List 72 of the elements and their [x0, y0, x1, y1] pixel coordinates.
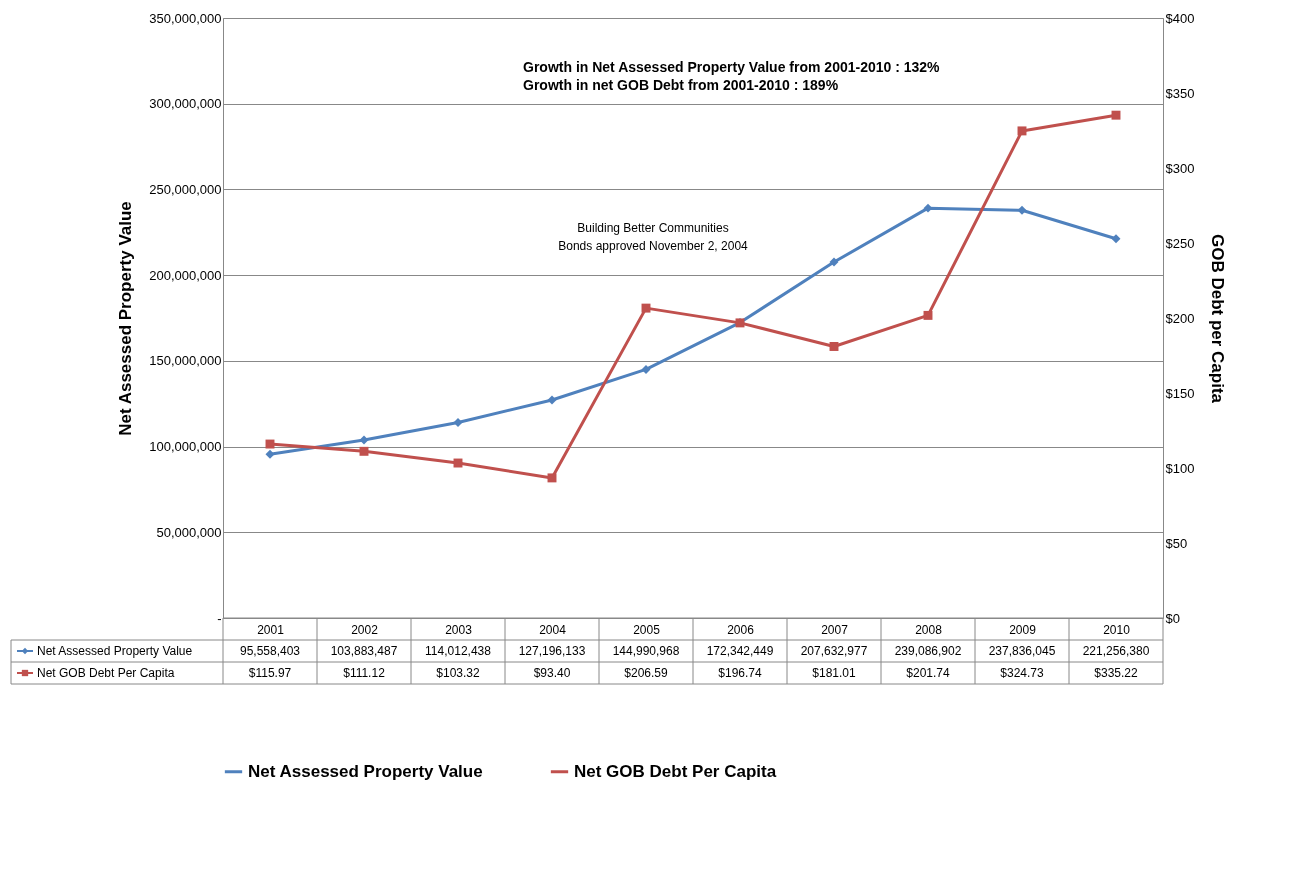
- point: [1017, 126, 1027, 136]
- x-tick-label: 2007: [821, 622, 849, 637]
- x-tick-label: 2004: [539, 622, 567, 637]
- y-tick-label: 50,000,000: [156, 524, 222, 540]
- y-tick-label: 300,000,000: [149, 96, 222, 112]
- x-tick-label: 2005: [633, 622, 661, 637]
- y2-tick-label: $150: [1165, 385, 1195, 401]
- point: [923, 310, 933, 320]
- text: Net Assessed Property Value: [248, 761, 483, 781]
- x-tick-label: 2003: [445, 622, 473, 637]
- legend-label: Net Assessed Property Value: [37, 644, 193, 658]
- point: [1111, 234, 1121, 244]
- x-tick-label: 2010: [1103, 622, 1131, 637]
- point: [1017, 205, 1027, 215]
- point: [641, 364, 651, 374]
- data-label: 172,342,449: [706, 644, 774, 658]
- point: [547, 473, 557, 483]
- y2-axis-title: GOB Debt per Capita: [1208, 233, 1228, 404]
- data-label: $201.74: [906, 666, 951, 680]
- text: Net GOB Debt Per Capita: [574, 761, 777, 781]
- point: [547, 395, 557, 405]
- y-tick-label: 250,000,000: [149, 181, 222, 197]
- data-label: 144,990,968: [612, 644, 680, 658]
- y-tick-label: 100,000,000: [149, 439, 222, 455]
- data-label: 237,836,045: [988, 644, 1056, 658]
- x-tick-label: 2006: [727, 622, 755, 637]
- x-tick-label: 2002: [351, 622, 379, 637]
- point: [1111, 110, 1121, 120]
- y2-tick-label: $350: [1165, 85, 1195, 101]
- y2-tick-label: $200: [1165, 310, 1195, 326]
- annotation: Growth in net GOB Debt from 2001-2010 : 189%: [523, 77, 839, 93]
- data-label: $103.32: [436, 666, 481, 680]
- y2-tick-label: $100: [1165, 460, 1195, 476]
- y-tick-label: 200,000,000: [149, 267, 222, 283]
- data-label: $111.12: [343, 666, 386, 680]
- data-label: 239,086,902: [894, 644, 962, 658]
- data-label: $93.40: [533, 666, 571, 680]
- data-label: 103,883,487: [330, 644, 398, 658]
- y-tick-label: 150,000,000: [149, 353, 222, 369]
- data-label: $335.22: [1094, 666, 1139, 680]
- y-tick-label: 350,000,000: [149, 10, 222, 26]
- annotation: Growth in Net Assessed Property Value from 2001-2010 : 132%: [523, 59, 941, 75]
- x-tick-label: 2008: [915, 622, 943, 637]
- y2-tick-label: $400: [1165, 10, 1195, 26]
- data-label: $181.01: [812, 666, 857, 680]
- data-label: $196.74: [718, 666, 763, 680]
- data-label: 95,558,403: [239, 644, 301, 658]
- y2-tick-label: $50: [1165, 535, 1188, 551]
- annotation: Building Better Communities Bonds approved November 2, 2004: [558, 221, 749, 253]
- y2-tick-label: $300: [1165, 160, 1195, 176]
- point: [829, 342, 839, 351]
- point: [359, 446, 369, 456]
- y-tick-label: -: [217, 610, 222, 626]
- data-label: $206.59: [624, 666, 669, 680]
- x-tick-label: 2009: [1009, 622, 1037, 637]
- point: [829, 257, 839, 267]
- y2-tick-label: $250: [1165, 235, 1195, 251]
- point: [641, 303, 651, 313]
- point: [265, 449, 275, 459]
- legend-label: Net GOB Debt Per Capita: [37, 666, 175, 680]
- data-label: 207,632,977: [800, 644, 868, 658]
- x-tick-label: 2001: [257, 622, 285, 637]
- y2-tick-label: $0: [1165, 610, 1180, 626]
- data-label: $324.73: [1000, 666, 1045, 680]
- data-label: 221,256,380: [1082, 644, 1150, 658]
- data-label: 114,012,438: [425, 644, 492, 658]
- point: [359, 435, 369, 445]
- y-axis-title: Net Assessed Property Value: [116, 201, 136, 436]
- data-label: 127,196,133: [518, 644, 586, 658]
- point: [453, 418, 463, 428]
- point: [265, 439, 275, 449]
- data-label: $115.97: [248, 666, 292, 680]
